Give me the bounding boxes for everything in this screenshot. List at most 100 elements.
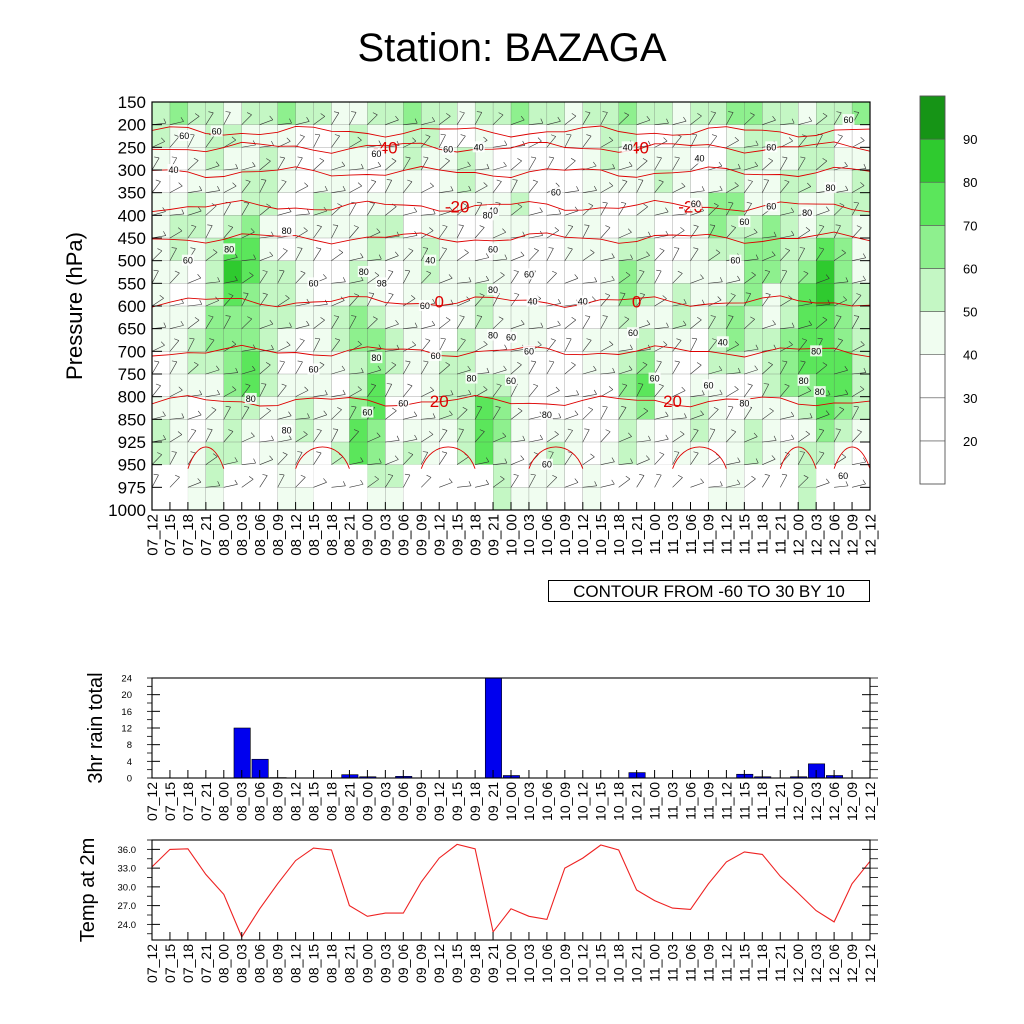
wind-barb-flag [431,320,436,326]
rh-contour-label: 60 [179,131,189,141]
rh-cell [690,328,710,353]
wind-barb-flag [788,341,793,345]
rh-cell [672,237,692,262]
rain-x-tick-label: 10_18 [611,782,627,821]
rh-cell [187,102,207,126]
wind-barb [564,430,573,443]
rh-label-bg [621,141,634,153]
wind-barb [726,279,741,284]
wind-barb [762,364,773,375]
wind-barb-flag [300,270,306,274]
rh-cell [726,441,746,466]
wind-barb [672,390,686,397]
rh-cell [798,215,817,239]
wind-barb [223,372,238,375]
wind-barb [223,461,238,465]
wind-barb [313,319,325,329]
wind-barb [636,255,650,261]
wind-barb-flag [174,134,180,137]
wind-barb-flag [803,270,809,274]
rh-cell [564,487,584,510]
wind-barb [367,385,376,397]
wind-barb [510,180,518,193]
rh-cell [690,102,710,126]
wind-barb [187,134,195,148]
wind-barb [851,389,865,397]
wind-barb-flag [677,270,683,274]
wind-barb-flag [353,225,359,228]
wind-barb-flag [807,386,812,391]
main-x-tick-label: 08_12 [288,514,305,556]
wind-barb [331,190,346,193]
wind-barb-flag [753,432,758,437]
rh-cell [241,419,261,443]
rh-cell [528,192,548,217]
wind-barb [654,181,664,193]
rh-cell [241,441,261,466]
main-x-tick-label: 10_06 [539,514,556,556]
rh-cell [223,192,243,217]
rain-x-tick-label: 10_00 [503,782,519,821]
wind-barb [492,181,502,193]
wind-barb-flag [550,338,556,341]
wind-barb-flag [728,405,734,408]
wind-barb-flag [440,133,446,136]
rh-cell [385,351,405,375]
wind-barb [672,324,687,329]
wind-barb-flag [307,413,310,419]
rh-cell [744,124,764,149]
wind-barb-flag [212,249,218,253]
wind-barb-flag [243,201,249,204]
wind-barb [654,361,662,375]
wind-barb-flag [624,316,630,320]
wind-barb [152,385,161,397]
wind-barb-flag [791,434,795,440]
wind-barb [654,157,662,171]
wind-barb-flag [566,133,572,136]
wind-barb-flag [408,452,414,455]
temp-y-axis-label: Temp at 2m [77,838,99,942]
wind-barb [726,316,734,329]
wind-barb-flag [574,478,579,483]
wind-barb-flag [835,428,841,430]
rh-cell [833,169,853,194]
rh-label-bg [738,216,751,228]
wind-barb-flag [734,386,739,390]
wind-barb [851,295,862,307]
rain-x-tick-label: 11_15 [736,782,752,820]
wind-barb-flag [862,479,866,485]
rh-cell [600,396,620,421]
wind-barb-flag [404,269,410,272]
main-x-tick-label: 07_18 [180,514,197,556]
wind-barb-flag [588,407,593,410]
main-x-tick-label: 12_09 [844,514,861,556]
rh-cell [726,328,746,353]
rh-contour-label: 40 [718,337,728,347]
rh-cell [708,102,728,126]
wind-barb [205,369,220,375]
y-tick-label: 1000 [108,501,146,520]
rh-cell [564,328,584,353]
rh-cell [546,373,566,398]
wind-barb [169,325,184,329]
rh-cell [295,396,315,421]
wind-barb [492,114,504,125]
wind-barb-flag [700,410,704,415]
rh-cell [600,373,620,398]
rh-contour-label: 60 [183,256,193,266]
wind-barb-flag [252,140,256,146]
wind-barb [851,202,859,216]
rh-cell [349,169,369,194]
wind-barb [313,190,328,193]
rh-cell [169,305,189,330]
wind-barb-flag [693,428,699,431]
rh-cell [726,192,746,217]
wind-barb-flag [860,341,865,346]
rh-cell [762,169,781,194]
wind-barb [618,232,632,239]
rain-y-tick-label: 12 [121,724,132,735]
wind-barb [295,272,306,284]
wind-barb-flag [374,272,380,276]
wind-barb [277,298,290,307]
main-x-tick-label: 08_09 [270,514,287,556]
